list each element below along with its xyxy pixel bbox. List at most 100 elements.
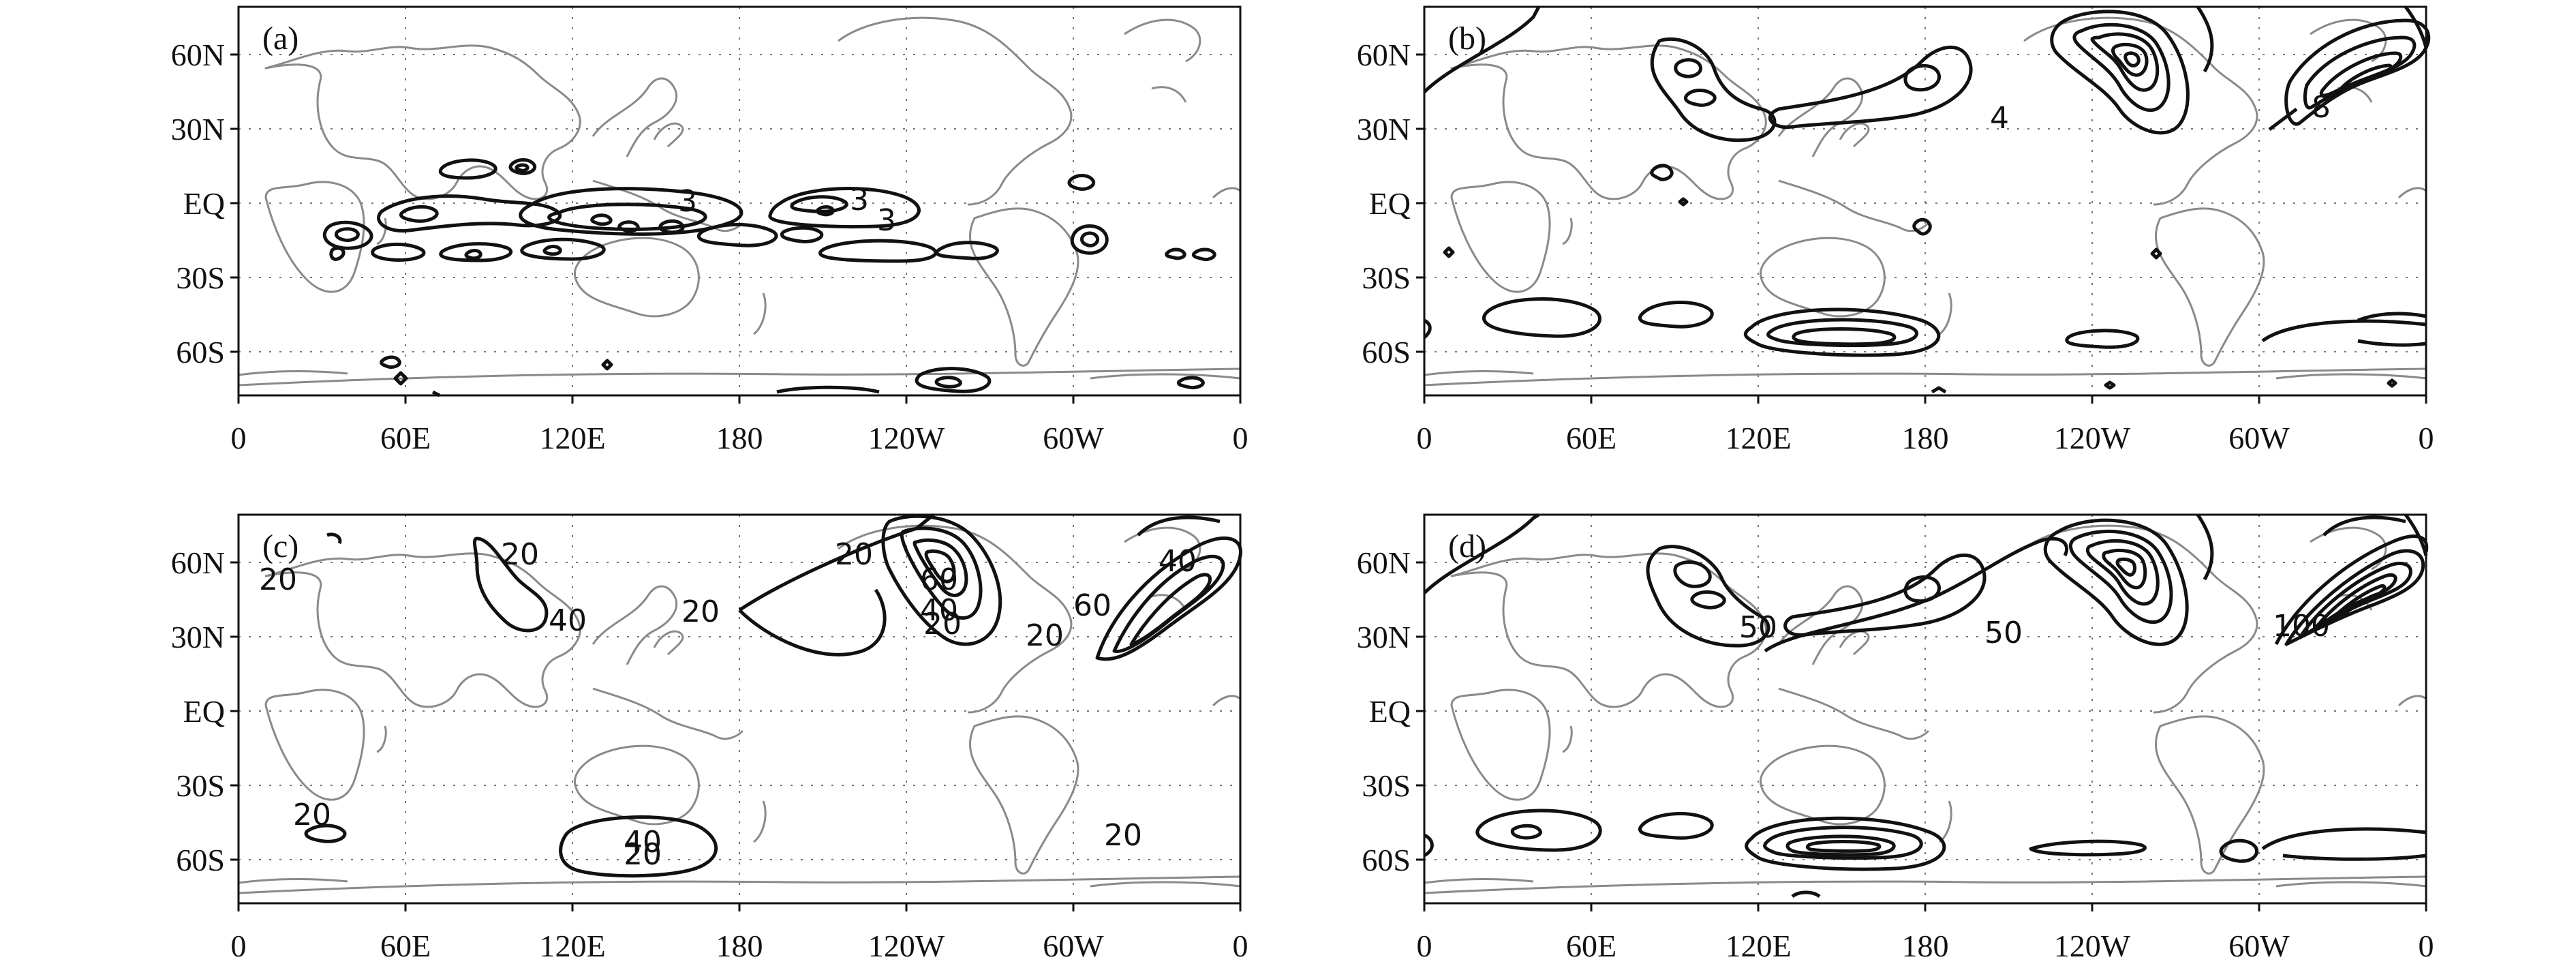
contour-line	[2219, 839, 2258, 863]
lat-tick-label: 30S	[176, 260, 225, 295]
lon-tick-label: 180	[1902, 929, 1949, 963]
coastline	[1450, 552, 1767, 708]
contour-line	[2261, 319, 2427, 343]
coastline	[2275, 373, 2427, 380]
coastline	[1424, 875, 2427, 894]
contour-line	[2404, 513, 2428, 556]
contour-line	[2085, 539, 2160, 606]
contour-line	[472, 537, 549, 633]
lon-tick-label: 60W	[1043, 929, 1104, 963]
lon-tick-label: 0	[2419, 929, 2434, 963]
lon-tick-label: 120E	[539, 421, 605, 455]
contour-line	[924, 549, 956, 584]
lat-tick-label: 60S	[176, 843, 225, 877]
coastline	[653, 630, 684, 656]
lon-tick-label: 0	[1417, 421, 1432, 455]
contour-line	[1650, 37, 1777, 142]
contour-label: 20	[1104, 818, 1142, 853]
lat-tick-label: EQ	[183, 186, 225, 221]
coastline	[1939, 292, 1952, 335]
coastline	[1777, 77, 1864, 157]
coastline	[1450, 689, 1551, 801]
contour-line	[1423, 833, 1434, 858]
contour-line	[776, 385, 880, 394]
contour-line	[1763, 826, 1923, 860]
contour-line	[913, 538, 968, 597]
contour-label: 20	[681, 594, 720, 629]
panel-a-coastlines	[238, 16, 1241, 387]
lon-tick-label: 120E	[1725, 421, 1791, 455]
coastline	[1760, 237, 1886, 318]
coastline	[2023, 16, 2258, 206]
lon-tick-label: 60E	[380, 929, 431, 963]
panel-b-contours	[1423, 5, 2431, 394]
coastline	[2275, 881, 2427, 888]
contour-line	[1638, 812, 1714, 840]
contour-label: 4	[1990, 101, 2009, 136]
contour-label: 40	[624, 825, 662, 860]
contour-line	[1764, 537, 2068, 653]
coastline	[264, 689, 365, 801]
contour-line	[1931, 386, 1947, 394]
coastline	[1778, 179, 1930, 232]
lon-tick-label: 120E	[539, 929, 605, 963]
contour-line	[2357, 312, 2427, 322]
contour-label: 20	[923, 607, 962, 642]
panel-c-label: (c)	[262, 528, 298, 564]
contour-line	[1475, 809, 1602, 852]
contour-line	[1766, 318, 1918, 348]
coastline	[1777, 585, 1864, 665]
contour-line	[1423, 513, 1540, 594]
contour-line	[1903, 64, 1941, 92]
panel-c-coastlines	[238, 524, 1241, 894]
contour-line	[2261, 827, 2427, 851]
panel-d-frame	[1423, 513, 2427, 905]
contour-line	[2050, 10, 2190, 135]
lon-tick-label: 60W	[2228, 929, 2290, 963]
contour-line	[1674, 58, 1702, 78]
lon-tick-label: 60E	[1566, 421, 1616, 455]
lon-tick-label: 60W	[2228, 421, 2290, 455]
contour-line	[2196, 513, 2214, 581]
contour-line	[2387, 378, 2397, 388]
panel-b-grid	[1424, 7, 2426, 395]
contour-line	[329, 246, 346, 261]
coastline	[2023, 524, 2258, 714]
contour-line	[658, 219, 685, 235]
contour-line	[601, 359, 613, 371]
contour-label: 20	[624, 837, 662, 872]
coastline	[1424, 878, 1534, 884]
lat-tick-label: EQ	[1369, 186, 1411, 221]
contour-label: 20	[259, 562, 297, 597]
coastline	[592, 77, 678, 157]
coastline	[2154, 715, 2265, 875]
coastline	[1939, 800, 1952, 843]
coastline	[1090, 881, 1241, 888]
contour-line	[520, 237, 606, 261]
contour-line	[1791, 890, 1821, 899]
lon-tick-label: 120W	[868, 929, 945, 963]
lon-tick-label: 0	[1233, 421, 1248, 455]
panel-b-frame	[1423, 5, 2427, 397]
contour-label: 40	[1159, 544, 1197, 579]
contour-line	[780, 226, 824, 243]
coastline	[1839, 630, 1870, 656]
contour-line	[2404, 5, 2428, 48]
panel-a: 3 3 3 (a) 60N 30N EQ 30S 60S 0 60E 120E 180 120W 6…	[171, 5, 1248, 455]
coastline	[1778, 687, 1930, 740]
contour-label: 100	[2273, 609, 2330, 644]
lon-tick-label: 60E	[1566, 929, 1616, 963]
contour-line	[2102, 548, 2147, 590]
lat-tick-label: 30S	[1362, 768, 1411, 803]
contour-line	[1768, 45, 1973, 130]
coastline	[1450, 44, 1767, 200]
contour-line	[2303, 35, 2417, 110]
contour-line	[818, 239, 938, 263]
contour-line	[2282, 854, 2427, 861]
coastline	[574, 744, 700, 826]
contour-line	[1646, 545, 1770, 648]
contour-line	[2268, 108, 2298, 131]
panel-c: 20 20 40 20 20 60 40 20 40 60 20 20 40 2…	[171, 513, 1248, 963]
contour-line	[1805, 840, 1882, 853]
